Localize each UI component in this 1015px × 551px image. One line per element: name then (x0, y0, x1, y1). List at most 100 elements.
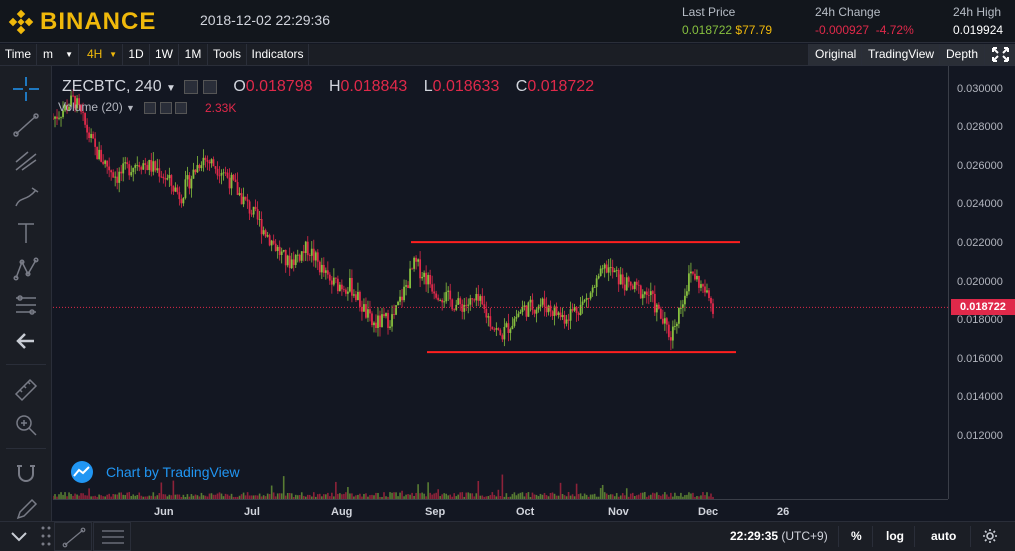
volume-settings-icon[interactable] (144, 101, 157, 114)
candle-body (312, 248, 315, 261)
measure-tool[interactable] (12, 292, 40, 318)
volume-bar (547, 496, 550, 499)
price-axis[interactable]: 0.030000 0.028000 0.026000 0.024000 0.022000… (948, 66, 1015, 499)
candlestick-chart[interactable] (53, 66, 948, 499)
volume-bar (479, 495, 482, 499)
candle-body (92, 134, 95, 139)
log-toggle[interactable]: log (886, 529, 904, 543)
volume-bar (58, 494, 60, 499)
time-axis[interactable]: Jun Jul Aug Sep Oct Nov Dec 26 (53, 499, 948, 521)
candle-body (114, 176, 117, 178)
volume-bar (236, 496, 239, 499)
view-original-button[interactable]: Original (808, 44, 863, 65)
binance-logo[interactable]: BINANCE (8, 8, 156, 36)
percent-toggle[interactable]: % (851, 529, 862, 543)
volume-visibility-icon[interactable] (159, 101, 172, 114)
candle-body (647, 294, 650, 296)
lock-tool[interactable] (12, 496, 40, 522)
volume-bar (507, 496, 510, 499)
candle-body (146, 165, 149, 171)
quick-line-button[interactable] (54, 522, 92, 551)
zoom-tool[interactable] (12, 412, 40, 438)
candle-body (53, 118, 54, 120)
volume-close-icon[interactable] (175, 101, 187, 114)
volume-bar (483, 496, 486, 499)
interval-1d-button[interactable]: 1D (123, 44, 150, 65)
symbol-label[interactable]: ZECBTC, 240 (62, 78, 162, 95)
volume-legend[interactable]: Volume (20) ▼ (58, 100, 187, 114)
y-tick-label: 0.018000 (957, 314, 1003, 327)
volume-bar (561, 494, 564, 499)
magnet-tool[interactable] (12, 460, 40, 486)
fib-icon (16, 295, 36, 315)
volume-bar (449, 494, 452, 499)
view-tradingview-button[interactable]: TradingView (861, 44, 941, 65)
text-tool[interactable] (12, 220, 40, 246)
volume-bar (535, 494, 538, 499)
volume-bar (116, 494, 118, 499)
price-chart[interactable] (53, 66, 948, 499)
back-tool[interactable] (12, 328, 40, 354)
volume-bar (294, 494, 297, 499)
candle-body (489, 316, 492, 327)
candle-body (232, 174, 235, 180)
legend-settings-icon[interactable] (184, 79, 199, 94)
last-price-usd: $77.79 (735, 23, 773, 37)
volume-bar (228, 495, 231, 499)
volume-bar (371, 494, 373, 499)
line-tool-icon (62, 527, 86, 548)
drawing-toolbar (0, 66, 52, 551)
candle-body (423, 272, 426, 277)
volume-bar (682, 496, 684, 499)
volume-bar (405, 494, 407, 499)
time-button[interactable]: Time (0, 44, 37, 65)
quick-lines-button[interactable] (93, 522, 131, 551)
volume-bar (631, 492, 634, 499)
drag-handle[interactable] (40, 522, 52, 551)
brush-tool[interactable] (12, 184, 40, 210)
volume-bar (403, 496, 405, 499)
candle-body (449, 290, 452, 300)
candle-body (455, 304, 458, 310)
crosshair-tool[interactable] (12, 76, 40, 102)
fullscreen-button[interactable] (984, 44, 1015, 65)
volume-bar (276, 493, 279, 499)
tools-button[interactable]: Tools (208, 44, 247, 65)
pitchfork-tool[interactable] (12, 148, 40, 174)
legend-close-icon[interactable] (202, 79, 217, 94)
x-tick-jun: Jun (154, 506, 174, 518)
interval-1m-button[interactable]: 1M (179, 44, 208, 65)
volume-bar (525, 493, 528, 499)
candle-body (346, 291, 349, 294)
candle-body (340, 284, 343, 290)
candle-body (439, 300, 442, 301)
trend-line-tool[interactable] (12, 112, 40, 138)
indicators-button[interactable]: Indicators (247, 44, 309, 65)
pattern-tool[interactable] (12, 256, 40, 282)
candle-body (260, 219, 263, 235)
volume-bar (595, 496, 598, 499)
candle-body (194, 169, 197, 173)
ruler-tool[interactable] (12, 376, 40, 402)
volume-bar (583, 493, 586, 499)
tradingview-watermark[interactable]: Chart by TradingView (66, 460, 240, 484)
interval-1w-button[interactable]: 1W (150, 44, 179, 65)
candle-body (537, 306, 540, 310)
minute-dropdown[interactable]: m ▼ (37, 44, 79, 65)
chevron-down-icon[interactable]: ▼ (126, 103, 135, 113)
volume-bar (585, 494, 588, 499)
settings-button[interactable] (982, 528, 998, 549)
volume-bar (312, 492, 315, 499)
chevron-down-icon[interactable]: ▼ (166, 83, 176, 94)
view-depth-button[interactable]: Depth (939, 44, 985, 65)
interval-dropdown[interactable]: 4H ▼ (79, 44, 123, 65)
candle-body (441, 300, 444, 303)
x-tick-oct: Oct (516, 506, 535, 518)
open-label: O (233, 78, 246, 95)
auto-toggle[interactable]: auto (931, 529, 957, 543)
collapse-button[interactable] (6, 525, 32, 551)
volume-bar (148, 495, 151, 499)
volume-bar (62, 494, 64, 499)
volume-bar (355, 495, 357, 499)
volume-bar (327, 492, 329, 499)
